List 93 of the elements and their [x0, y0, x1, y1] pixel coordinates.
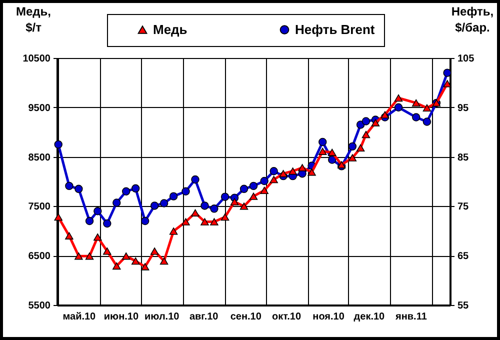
point [308, 168, 316, 176]
point [260, 186, 268, 194]
point [182, 187, 190, 196]
point [122, 252, 130, 260]
point [160, 257, 168, 265]
point [318, 148, 327, 155]
point [412, 113, 420, 122]
point [191, 209, 200, 216]
point [279, 170, 288, 178]
point [210, 218, 218, 226]
point [380, 111, 390, 118]
point [412, 99, 420, 107]
point [356, 144, 365, 152]
point [150, 248, 159, 255]
y-tick-label: 9500 [28, 102, 51, 114]
point [169, 192, 178, 200]
point [249, 182, 258, 190]
point [103, 219, 112, 228]
point [131, 184, 140, 193]
y-tick-label: 6500 [28, 251, 51, 262]
point [443, 68, 452, 77]
point [443, 80, 452, 88]
point [249, 192, 258, 200]
point [210, 204, 218, 213]
point [112, 198, 121, 207]
point [169, 228, 178, 235]
point [140, 263, 150, 270]
point [371, 119, 380, 126]
point [74, 252, 83, 260]
point [54, 140, 62, 149]
point [348, 142, 357, 151]
y-axis-title: Медь, $/т [16, 4, 51, 34]
point [270, 167, 278, 176]
point [94, 207, 102, 216]
y2-tick-label: 85 [458, 152, 470, 164]
x-tick-label: май.10 [62, 312, 96, 322]
y-tick-label: 7500 [28, 202, 51, 213]
x-tick-label: ноя.10 [312, 312, 345, 322]
point [85, 216, 94, 226]
point [362, 117, 370, 126]
point [85, 252, 94, 260]
point [394, 103, 403, 112]
point [103, 248, 112, 255]
point [191, 175, 200, 184]
point [240, 202, 248, 210]
point [182, 218, 190, 226]
x-tick-label: сен.10 [230, 312, 262, 322]
point [220, 192, 230, 201]
point [298, 164, 306, 172]
x-tick-label: июл.10 [144, 312, 180, 322]
point [122, 187, 130, 196]
point [230, 198, 239, 206]
x-tick-label: окт.10 [272, 312, 302, 322]
point [65, 232, 74, 240]
x-tick-label: авг.10 [189, 312, 219, 322]
y2-tick-label: 55 [458, 300, 470, 312]
x-tick-label: июн.10 [104, 312, 139, 322]
point [422, 118, 432, 126]
point [200, 218, 209, 226]
point [131, 257, 140, 265]
y2-axis-title: Нефть, $/бар. [451, 4, 494, 34]
y-tick-label: 5500 [28, 300, 51, 312]
point [270, 176, 278, 184]
y2-tick-label: 65 [458, 251, 470, 262]
y2-tick-label: 75 [458, 202, 470, 213]
point [260, 176, 268, 186]
point [328, 148, 336, 156]
point [422, 104, 432, 112]
y-tick-label: 8500 [28, 152, 51, 164]
point [74, 184, 83, 194]
point [200, 202, 209, 210]
y-tick-label: 10500 [22, 54, 51, 64]
point [288, 168, 297, 175]
point [240, 184, 248, 194]
point [328, 156, 336, 164]
point [94, 233, 102, 241]
legend-label: Медь [153, 22, 188, 37]
point [220, 213, 230, 221]
point [362, 130, 370, 138]
point [65, 182, 74, 190]
point [160, 199, 168, 208]
x-tick-label: дек.10 [354, 312, 386, 322]
point [140, 216, 150, 226]
x-tick-label: янв.11 [396, 312, 428, 322]
point [150, 202, 159, 210]
legend-label: Нефть Brent [295, 22, 376, 37]
y2-tick-label: 95 [458, 102, 470, 114]
point [318, 138, 327, 146]
point [394, 94, 403, 102]
point [348, 154, 357, 162]
y2-tick-label: 105 [458, 54, 475, 64]
point [54, 213, 62, 221]
point [112, 262, 121, 270]
